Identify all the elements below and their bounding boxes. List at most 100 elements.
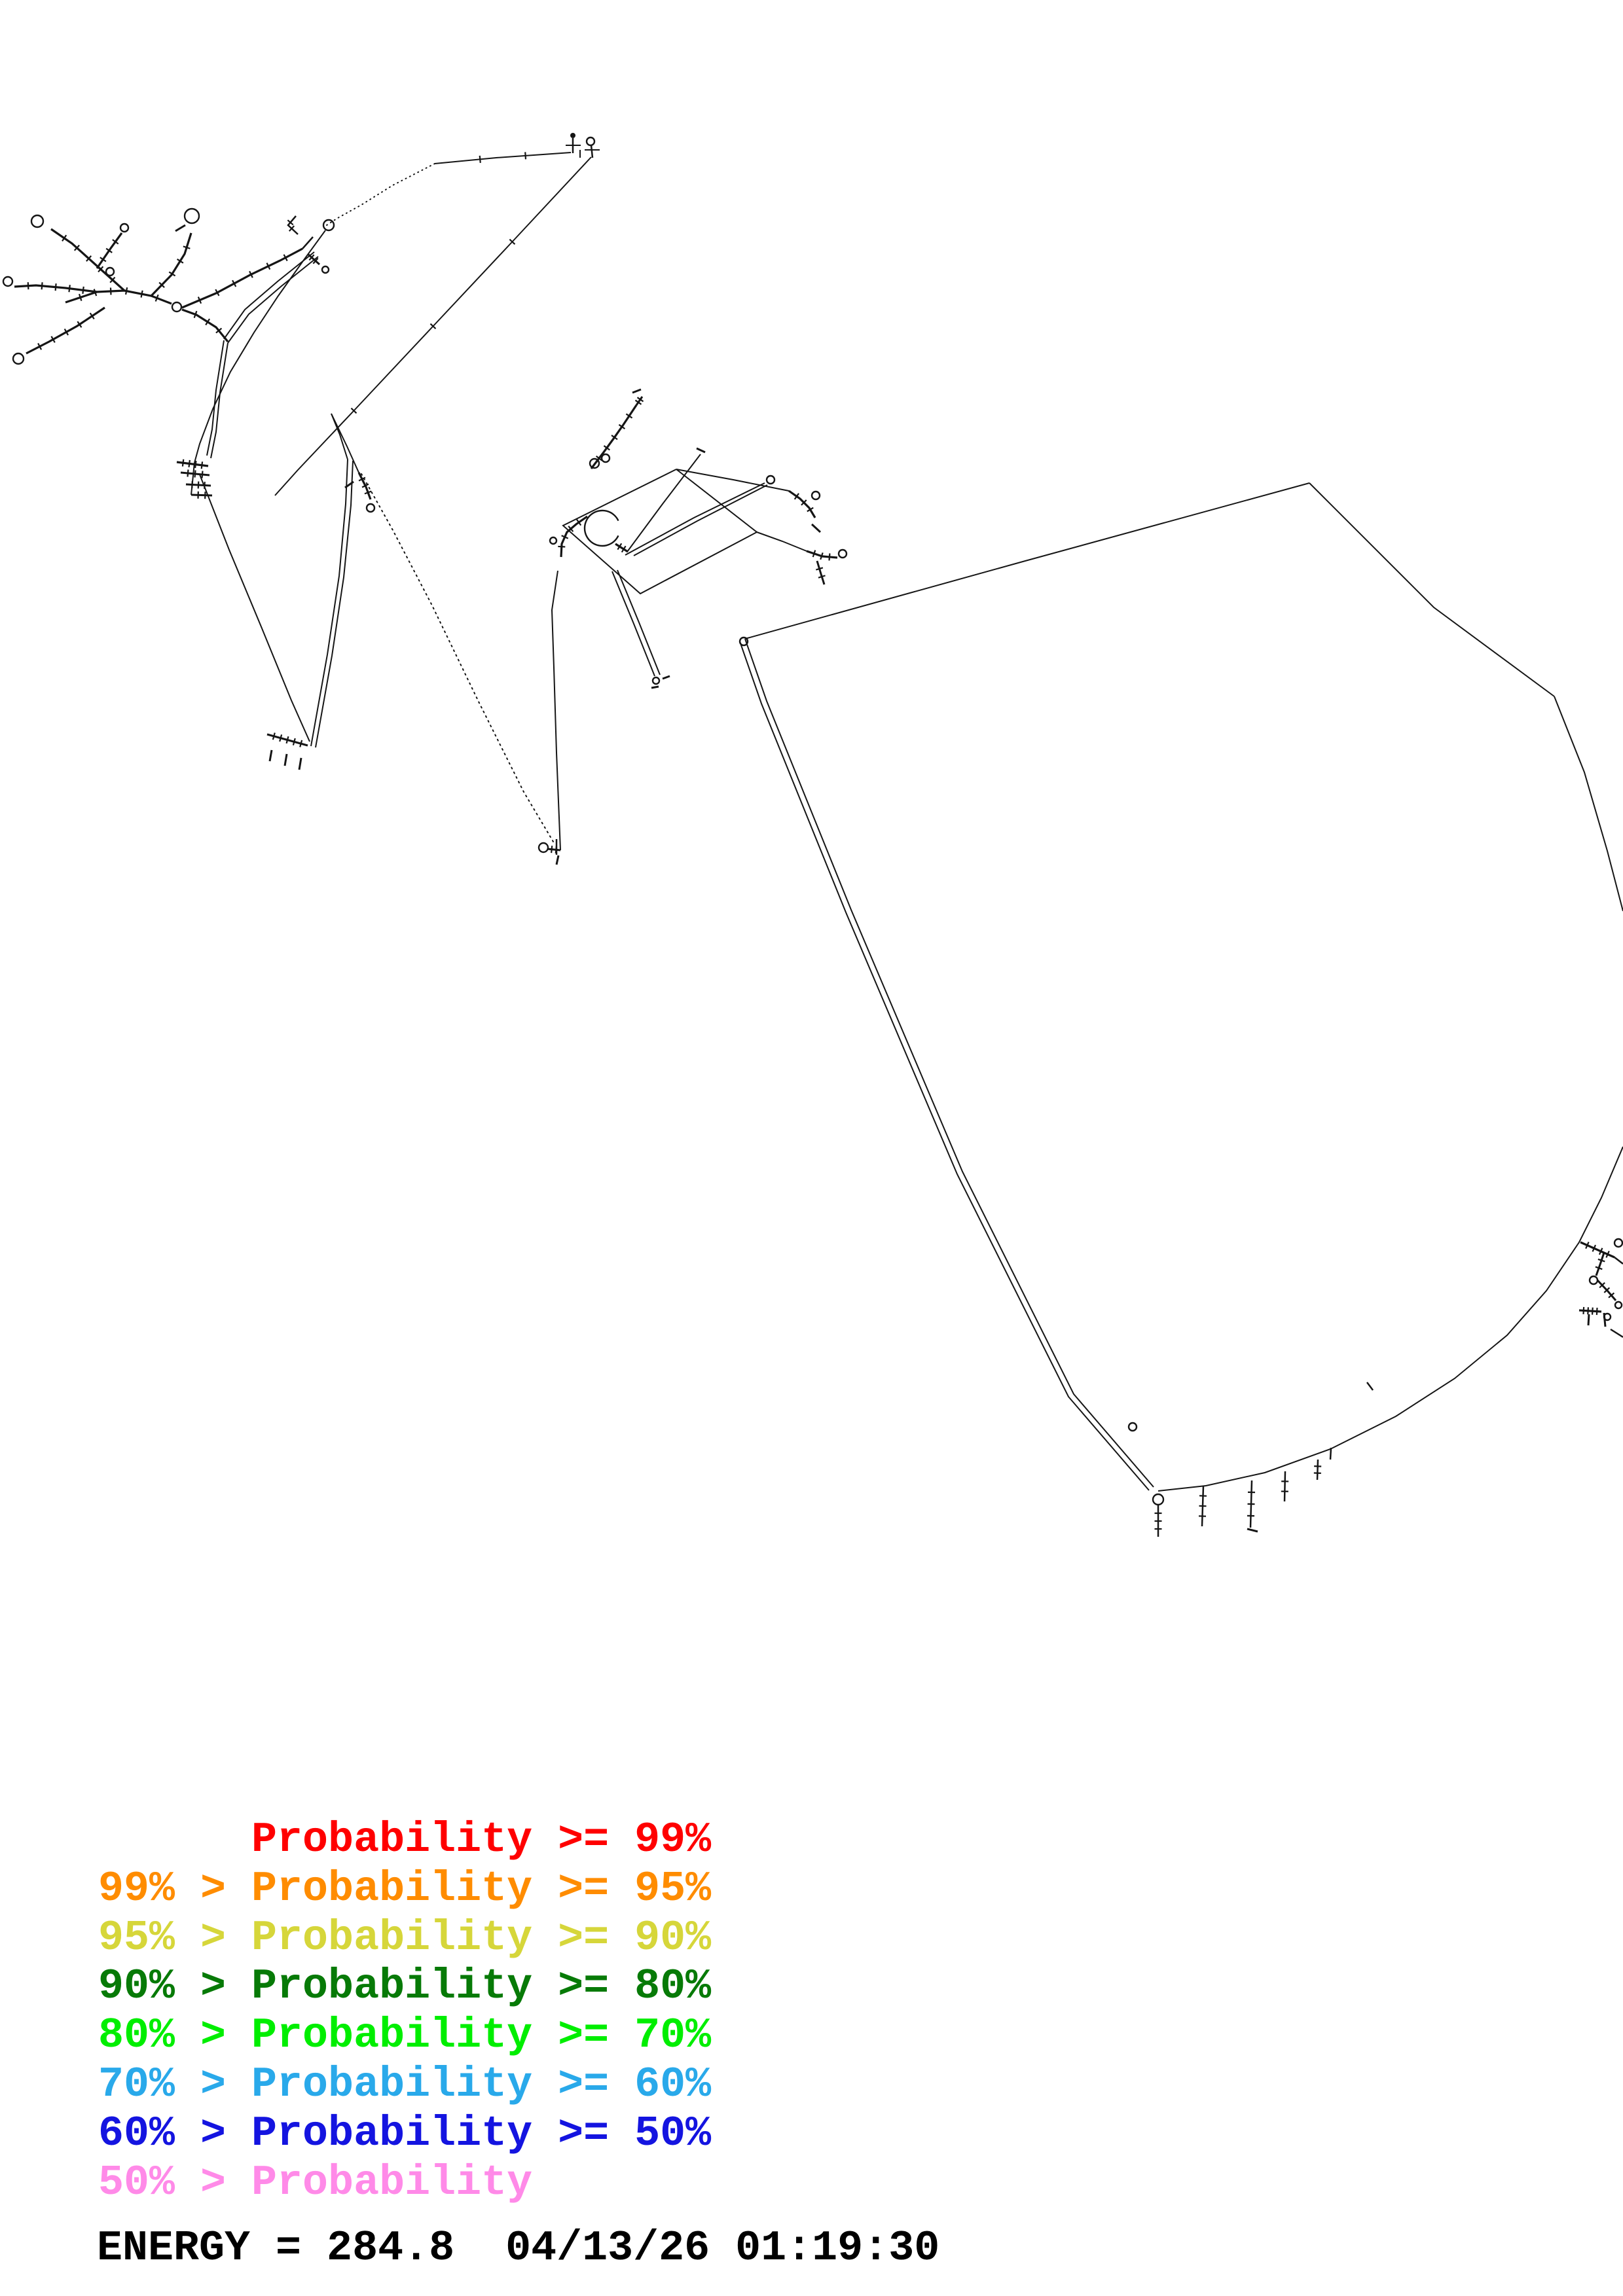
legend-item-0: Probability >= 99% — [98, 1816, 712, 1864]
structure-strand — [315, 460, 354, 748]
legend-item-1: 99% > Probability >= 95% — [98, 1864, 712, 1913]
base-tick — [187, 469, 189, 477]
base-tick — [232, 279, 237, 287]
structure-strand — [590, 145, 594, 158]
base-tick — [364, 490, 372, 495]
loop-circle — [538, 842, 549, 853]
base-tick — [158, 281, 165, 288]
structure-strand — [611, 571, 655, 677]
base-tick — [1582, 1306, 1585, 1314]
structure-strand — [1554, 696, 1623, 912]
structure-strand — [307, 253, 320, 266]
structure-strand — [1614, 1257, 1623, 1265]
loop-circle — [12, 352, 25, 365]
probability-color-legend: Probability >= 99% 99% > Probability >= 9… — [98, 1816, 711, 2207]
structure-strand — [287, 215, 299, 235]
base-tick — [820, 552, 824, 560]
base-tick — [634, 399, 642, 405]
structure-strand — [344, 480, 354, 489]
base-tick — [595, 455, 603, 461]
base-tick — [818, 575, 826, 579]
legend-item-2: 95% > Probability >= 90% — [98, 1913, 712, 1962]
base-tick — [215, 327, 223, 334]
base-tick — [1603, 1287, 1611, 1293]
base-tick — [812, 550, 816, 558]
structure-strand — [1366, 1382, 1374, 1391]
structure-strand — [816, 560, 826, 585]
base-tick — [479, 155, 481, 163]
base-tick — [1591, 1307, 1594, 1315]
loop-circle — [765, 475, 776, 485]
structure-strand — [302, 236, 314, 249]
structure-strand — [635, 396, 644, 406]
structure-strand — [806, 550, 838, 559]
base-tick — [27, 282, 29, 290]
base-tick — [168, 271, 176, 277]
structure-strand — [206, 340, 225, 456]
structure-strand — [1610, 1328, 1623, 1338]
base-tick — [617, 543, 623, 550]
base-tick — [98, 266, 104, 273]
base-tick — [112, 239, 119, 245]
base-tick — [73, 244, 80, 251]
base-tick — [266, 262, 271, 270]
base-tick — [193, 310, 198, 319]
structure-strand — [633, 484, 768, 556]
loop-circle — [1613, 1238, 1623, 1248]
structure-strand — [625, 482, 765, 556]
loop-circle — [321, 265, 330, 274]
structure-strand — [310, 459, 348, 747]
loop-circle — [1614, 1300, 1623, 1310]
base-tick — [176, 259, 184, 264]
loop-circle — [30, 214, 45, 228]
loop-circle — [1152, 1493, 1165, 1506]
structure-strand — [434, 152, 572, 164]
base-tick — [100, 257, 107, 262]
structure-strand — [175, 224, 186, 232]
structure-strand — [1316, 1459, 1319, 1480]
structure-strand — [1309, 482, 1555, 697]
structure-strand — [181, 308, 229, 343]
structure-strand — [788, 490, 816, 518]
base-tick — [1599, 1282, 1605, 1289]
structure-strand — [1247, 1528, 1258, 1533]
structure-strand — [331, 413, 359, 473]
base-tick — [308, 254, 315, 261]
base-tick — [50, 336, 56, 343]
loop-circle — [549, 536, 558, 545]
loop-circle — [589, 457, 600, 469]
structure-strand — [14, 284, 98, 293]
base-tick — [197, 296, 202, 304]
structure-strand — [326, 163, 435, 226]
structure-strand — [150, 232, 192, 297]
base-tick — [1608, 1292, 1615, 1299]
energy-status-line: ENERGY = 284.8 04/13/26 01:19:30 — [97, 2224, 940, 2272]
structure-strand — [199, 474, 310, 742]
base-tick — [272, 732, 276, 740]
base-tick — [576, 518, 582, 526]
base-tick — [618, 423, 626, 430]
structure-strand — [298, 757, 302, 770]
base-tick — [109, 276, 116, 283]
legend-item-5: 70% > Probability >= 60% — [98, 2060, 712, 2109]
base-tick — [299, 740, 303, 747]
structure-strand — [1578, 1309, 1602, 1313]
base-tick — [37, 343, 43, 350]
structure-strand — [361, 473, 556, 846]
base-tick — [279, 734, 283, 742]
structure-strand — [627, 454, 701, 552]
structure-strand — [268, 749, 273, 762]
structure-strand — [744, 482, 1310, 639]
base-tick — [197, 481, 200, 489]
base-tick — [82, 286, 84, 294]
structure-strand — [615, 543, 629, 553]
base-tick — [62, 234, 67, 242]
base-tick — [194, 461, 197, 469]
legend-item-3: 90% > Probability >= 80% — [98, 1962, 712, 2011]
base-tick — [801, 499, 807, 506]
loop-circle — [1588, 1275, 1599, 1285]
base-tick — [551, 846, 553, 853]
structure-strand — [1587, 1314, 1590, 1326]
loop-circle — [739, 636, 749, 647]
